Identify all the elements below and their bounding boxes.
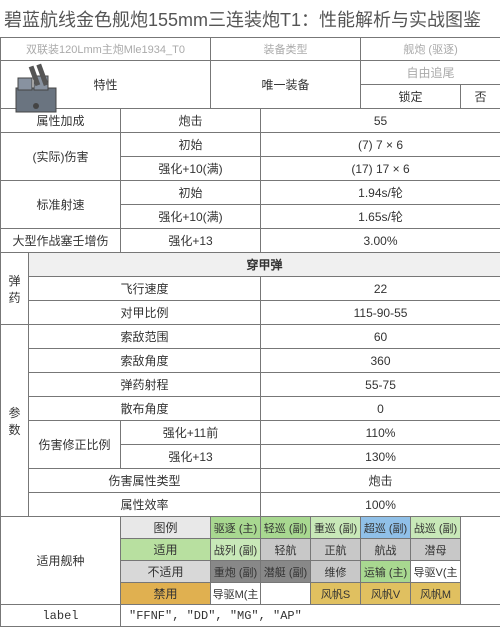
damage-row-1: (实际)伤害 初始 (7) 7 × 6 [1, 133, 500, 157]
shell-range-row: 弹药射程 55-75 [1, 373, 500, 397]
ship-4-1 [261, 583, 311, 605]
ship-1-3: 超巡 (副) [361, 517, 411, 539]
firerate-label: 标准射速 [1, 181, 121, 229]
code-label: label [1, 605, 121, 627]
shell-range-label: 弹药射程 [29, 373, 261, 397]
firerate-sub-2: 强化+10(满) [121, 205, 261, 229]
attr-eff-label: 属性效率 [29, 493, 261, 517]
ship-1-2: 重巡 (副) [311, 517, 361, 539]
lock-angle-label: 索敌角度 [29, 349, 261, 373]
lock-label: 锁定 [361, 85, 461, 109]
dmg-attr-row: 伤害属性类型 炮击 [1, 469, 500, 493]
faint-header-row: 双联装120Lmm主炮Mle1934_T0 装备类型 舰炮 (驱逐) [1, 38, 500, 61]
damage-val-1: (7) 7 × 6 [261, 133, 500, 157]
damage-sub-2: 强化+10(满) [121, 157, 261, 181]
ship-2-2: 正航 [311, 539, 361, 561]
ammo-header-row: 弹 药 穿甲弹 [1, 253, 500, 277]
attr-eff-row: 属性效率 100% [1, 493, 500, 517]
firerate-sub-1: 初始 [121, 181, 261, 205]
siege-label: 大型作战塞壬增伤 [1, 229, 121, 253]
dmg-corr-label: 伤害修正比例 [29, 421, 121, 469]
lock-range-val: 60 [261, 325, 500, 349]
armor-ratio-label: 对甲比例 [29, 301, 261, 325]
armor-ratio-row: 对甲比例 115-90-55 [1, 301, 500, 325]
params-group-label: 参 数 [1, 325, 29, 517]
ship-3-1: 潜艇 (副) [261, 561, 311, 583]
apply-chip: 适用 [121, 539, 211, 561]
dmg-corr-val-2: 130% [261, 445, 500, 469]
attr-eff-val: 100% [261, 493, 500, 517]
flight-speed-row: 飞行速度 22 [1, 277, 500, 301]
lock-range-label: 索敌范围 [29, 325, 261, 349]
siege-row: 大型作战塞壬增伤 强化+13 3.00% [1, 229, 500, 253]
ship-4-0: 导驱M(主 [211, 583, 261, 605]
lock-angle-val: 360 [261, 349, 500, 373]
lock-angle-row: 索敌角度 360 [1, 349, 500, 373]
firerate-val-2: 1.65s/轮 [261, 205, 500, 229]
ship-1-0: 驱逐 (主) [211, 517, 261, 539]
ship-3-2: 维修 [311, 561, 361, 583]
ship-1-4: 战巡 (副) [411, 517, 461, 539]
ship-row-1: 适用舰种 图例 驱逐 (主) 轻巡 (副) 重巡 (副) 超巡 (副) 战巡 (… [1, 517, 500, 539]
attr-bonus-name: 炮击 [121, 109, 261, 133]
napply-chip: 不适用 [121, 561, 211, 583]
firerate-val-1: 1.94s/轮 [261, 181, 500, 205]
ship-4-4: 风帆M [411, 583, 461, 605]
attr-bonus-value: 55 [261, 109, 500, 133]
spread-row: 散布角度 0 [1, 397, 500, 421]
ship-3-0: 重炮 (副) [211, 561, 261, 583]
dmg-corr-sub-2: 强化+13 [121, 445, 261, 469]
firerate-row-1: 标准射速 初始 1.94s/轮 [1, 181, 500, 205]
page-title: 碧蓝航线金色舰炮155mm三连装炮T1：性能解析与实战图鉴 [0, 0, 500, 37]
attr-bonus-row: 属性加成 炮击 55 [1, 109, 500, 133]
flight-speed-val: 22 [261, 277, 500, 301]
ship-3-4: 导驱V(主 [411, 561, 461, 583]
damage-label: (实际)伤害 [1, 133, 121, 181]
ship-3-3: 运输 (主) [361, 561, 411, 583]
code-row: label "FFNF", "DD", "MG", "AP" [1, 605, 500, 627]
dmg-corr-val-1: 110% [261, 421, 500, 445]
code-val: "FFNF", "DD", "MG", "AP" [121, 605, 500, 627]
armor-ratio-val: 115-90-55 [261, 301, 500, 325]
ship-4-2: 风帆S [311, 583, 361, 605]
lock-value: 否 [461, 85, 500, 109]
shell-range-val: 55-75 [261, 373, 500, 397]
dmg-corr-row-1: 伤害修正比例 强化+11前 110% [1, 421, 500, 445]
ship-2-3: 航战 [361, 539, 411, 561]
faint-right: 舰炮 (驱逐) [361, 38, 500, 61]
ship-2-0: 战列 (副) [211, 539, 261, 561]
dmg-corr-sub-1: 强化+11前 [121, 421, 261, 445]
banned-chip: 禁用 [121, 583, 211, 605]
free-chase: 自由追尾 [361, 61, 500, 85]
ammo-header: 穿甲弹 [29, 253, 500, 277]
ship-label: 适用舰种 [1, 517, 121, 605]
siege-val: 3.00% [261, 229, 500, 253]
trait-row-1: 特性 唯一装备 自由追尾 [1, 61, 500, 85]
trait-mid: 唯一装备 [211, 61, 361, 109]
spread-val: 0 [261, 397, 500, 421]
weapon-icon [6, 58, 70, 122]
siege-sub: 强化+13 [121, 229, 261, 253]
flight-speed-label: 飞行速度 [29, 277, 261, 301]
ship-1-1: 轻巡 (副) [261, 517, 311, 539]
stats-table: 双联装120Lmm主炮Mle1934_T0 装备类型 舰炮 (驱逐) 特性 唯一… [0, 37, 500, 627]
dmg-attr-label: 伤害属性类型 [29, 469, 261, 493]
legend-chip: 图例 [121, 517, 211, 539]
damage-sub-1: 初始 [121, 133, 261, 157]
damage-val-2: (17) 17 × 6 [261, 157, 500, 181]
lock-range-row: 参 数 索敌范围 60 [1, 325, 500, 349]
ammo-group-label: 弹 药 [1, 253, 29, 325]
ship-2-4: 潜母 [411, 539, 461, 561]
dmg-attr-val: 炮击 [261, 469, 500, 493]
ship-2-1: 轻航 [261, 539, 311, 561]
spread-label: 散布角度 [29, 397, 261, 421]
ship-4-3: 风帆V [361, 583, 411, 605]
faint-mid: 装备类型 [211, 38, 361, 61]
